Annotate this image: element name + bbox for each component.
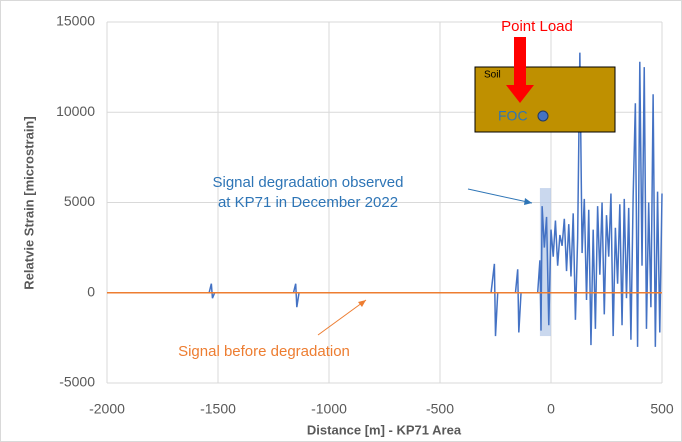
- y-tick-label: 15000: [56, 13, 95, 29]
- highlight-region: [539, 188, 551, 337]
- x-axis-label: Distance [m] - KP71 Area: [307, 422, 462, 437]
- annotation: Signal degradation observed: [213, 174, 404, 191]
- soil-box: [474, 66, 616, 133]
- annotation: at KP71 in December 2022: [218, 194, 398, 211]
- y-tick-label: 10000: [56, 103, 95, 119]
- load-arrow: [506, 37, 534, 103]
- annotation-arrow: [467, 188, 533, 204]
- annotation-arrowhead: [524, 198, 532, 205]
- annotation: Signal before degradation: [178, 343, 350, 360]
- x-tick-label: -500: [426, 401, 454, 417]
- y-tick-label: -5000: [59, 374, 95, 390]
- annotation-arrowhead: [358, 300, 366, 307]
- annotation-arrow: [317, 299, 367, 336]
- soil-label: Soil: [484, 70, 501, 81]
- x-tick-label: -2000: [89, 401, 125, 417]
- x-tick-label: 0: [547, 401, 555, 417]
- y-axis-label: Relatvie Strain [microstrain]: [21, 116, 36, 289]
- x-tick-label: -1500: [200, 401, 236, 417]
- y-tick-label: 0: [87, 283, 95, 299]
- load-label: Point Load: [501, 18, 573, 35]
- foc-label: FOC: [498, 108, 528, 124]
- y-tick-label: 5000: [64, 193, 95, 209]
- foc-circle: [537, 110, 549, 122]
- x-tick-label: -1000: [311, 401, 347, 417]
- x-tick-label: 500: [650, 401, 674, 417]
- marks: [107, 52, 663, 347]
